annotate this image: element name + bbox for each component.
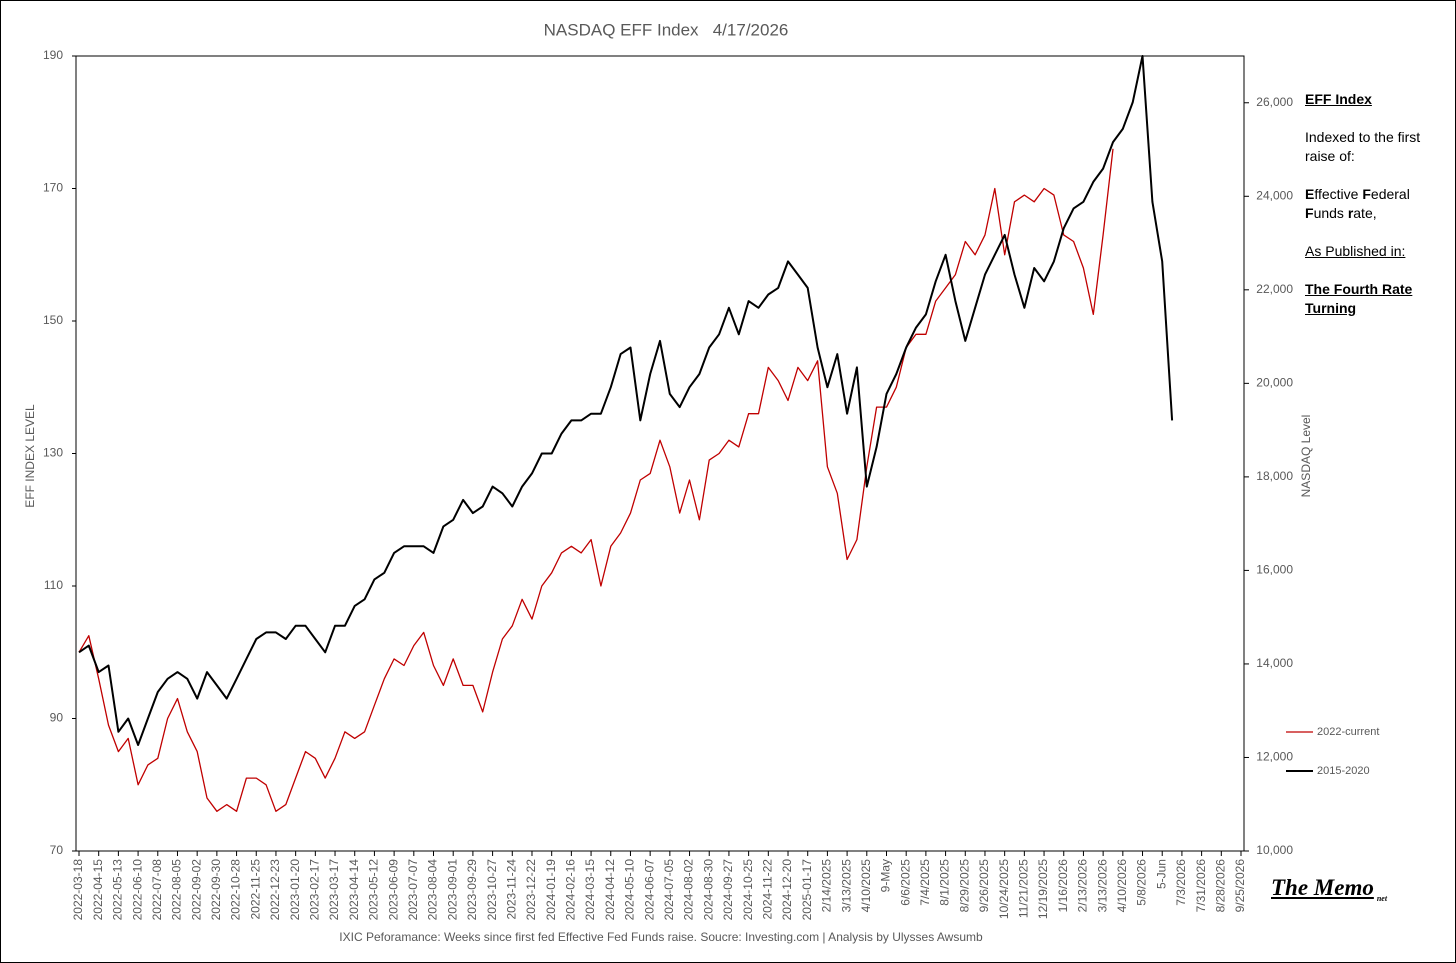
x-tick-label: 7/4/2025	[918, 859, 932, 906]
x-tick-label: 9/25/2026	[1233, 859, 1247, 913]
x-tick-label: 2022-09-02	[189, 859, 203, 921]
x-tick-label: 2022-10-28	[229, 859, 243, 921]
y-tick-label: 130	[43, 446, 63, 460]
x-tick-label: 3/13/2026	[1095, 859, 1109, 913]
y-tick-label: 150	[43, 313, 63, 327]
y-tick-label: 90	[50, 711, 64, 725]
x-tick-label: 2023-05-12	[367, 859, 381, 921]
series-line	[78, 55, 1174, 746]
x-tick-label: 9-May	[879, 859, 893, 892]
y2-tick-label: 10,000	[1256, 843, 1293, 857]
legend-label: 2015-2020	[1317, 765, 1370, 777]
x-tick-label: 2023-10-27	[485, 859, 499, 921]
x-tick-label: 4/10/2026	[1115, 859, 1129, 913]
x-tick-label: 2024-12-20	[780, 859, 794, 921]
x-tick-label: 4/10/2025	[859, 859, 873, 913]
x-tick-label: 2024-08-30	[701, 859, 715, 921]
x-tick-label: 9/26/2025	[977, 859, 991, 913]
x-tick-label: 2023-02-17	[308, 859, 322, 921]
y-tick-label: 190	[43, 48, 63, 62]
x-tick-label: 2025-01-17	[800, 859, 814, 921]
x-tick-label: 11/21/2025	[1017, 859, 1031, 918]
x-tick-label: 2024-09-27	[721, 859, 735, 921]
note: Effective Federal Funds rate,	[1305, 186, 1410, 221]
x-tick-label: 2022-03-18	[71, 859, 85, 921]
note: The Fourth Rate Turning	[1305, 281, 1413, 316]
x-tick-label: 2023-07-07	[406, 859, 420, 921]
y2-tick-label: 12,000	[1256, 750, 1293, 764]
x-tick-label: 2023-06-09	[386, 859, 400, 921]
x-tick-label: 2024-01-19	[544, 859, 558, 921]
brand-suffix: net	[1376, 893, 1388, 903]
x-tick-label: 2023-11-24	[504, 859, 518, 920]
plot-frame	[75, 55, 1245, 852]
y-tick-label: 170	[43, 181, 63, 195]
x-tick-label: 1/16/2026	[1056, 859, 1070, 913]
x-tick-label: 5/8/2026	[1135, 859, 1149, 906]
brand-name: The Memo	[1271, 875, 1374, 900]
x-tick-label: 6/6/2025	[898, 859, 912, 906]
x-tick-label: 2024-07-05	[662, 859, 676, 921]
x-tick-label: 2024-05-10	[623, 859, 637, 921]
x-tick-label: 2024-03-15	[583, 859, 597, 921]
x-tick-label: 2/13/2026	[1076, 859, 1090, 913]
x-tick-label: 2023-08-04	[426, 859, 440, 921]
x-tick-label: 2022-11-25	[248, 859, 262, 920]
note-heading: EFF Index	[1305, 91, 1372, 107]
x-tick-label: 2023-09-01	[445, 859, 459, 921]
legend-label: 2022-current	[1317, 726, 1379, 738]
x-tick-label: 7/3/2026	[1174, 859, 1188, 906]
x-tick-label: 3/13/2025	[839, 859, 853, 913]
note: Indexed to the first raise of:	[1305, 129, 1421, 164]
x-tick-label: 2024-08-02	[682, 859, 696, 921]
y-tick-label: 70	[50, 843, 64, 857]
x-tick-label: 2022-04-15	[91, 859, 105, 921]
x-tick-label: 2024-02-16	[564, 859, 578, 921]
x-tick-label: 2023-04-14	[347, 859, 361, 921]
note: As Published in:	[1305, 243, 1406, 259]
x-tick-label: 10/24/2025	[997, 859, 1011, 919]
y-tick-label: 110	[44, 578, 63, 592]
y2-tick-label: 18,000	[1256, 469, 1293, 483]
y2-tick-label: 14,000	[1256, 656, 1293, 670]
x-tick-label: 2023-01-20	[288, 859, 302, 921]
y2-tick-label: 22,000	[1256, 282, 1293, 296]
chart-title: NASDAQ EFF Index 4/17/2026	[544, 20, 789, 39]
series-line	[78, 148, 1114, 812]
x-tick-label: 7/31/2026	[1194, 859, 1208, 913]
x-tick-label: 2023-09-29	[465, 859, 479, 921]
y2-tick-label: 26,000	[1256, 95, 1293, 109]
x-tick-label: 12/19/2025	[1036, 859, 1050, 919]
x-tick-label: 8/1/2025	[938, 859, 952, 906]
y2-tick-label: 16,000	[1256, 563, 1293, 577]
x-tick-label: 2024-04-12	[603, 859, 617, 921]
x-tick-label: 2/14/2025	[820, 859, 834, 913]
x-tick-label: 2024-11-22	[760, 859, 774, 920]
x-tick-label: 2022-05-13	[111, 859, 125, 921]
x-tick-label: 2022-07-08	[150, 859, 164, 921]
x-tick-label: 2022-09-30	[209, 859, 223, 921]
x-tick-label: 2022-08-05	[170, 859, 184, 921]
y2-tick-label: 20,000	[1256, 376, 1293, 390]
x-tick-label: 2024-06-07	[642, 859, 656, 921]
x-tick-label: 5-Jun	[1154, 859, 1168, 889]
y2-tick-label: 24,000	[1256, 188, 1293, 202]
x-tick-label: 2023-03-17	[327, 859, 341, 921]
x-tick-label: 2024-10-25	[741, 859, 755, 921]
footer: IXIC Peforamance: Weeks since first fed …	[339, 930, 983, 944]
x-tick-label: 8/28/2026	[1213, 859, 1227, 913]
y2-axis-label: NASDAQ Level	[1299, 415, 1313, 498]
x-tick-label: 2022-06-10	[130, 859, 144, 921]
sidebar: EFF Index Indexed to the first raise of:…	[1305, 90, 1445, 337]
y-axis-label: EFF INDEX LEVEL	[23, 404, 37, 508]
x-tick-label: 2023-12-22	[524, 859, 538, 921]
x-tick-label: 2022-12-23	[268, 859, 282, 921]
brand: The Memo net	[1271, 875, 1387, 903]
x-tick-label: 8/29/2025	[957, 859, 971, 913]
